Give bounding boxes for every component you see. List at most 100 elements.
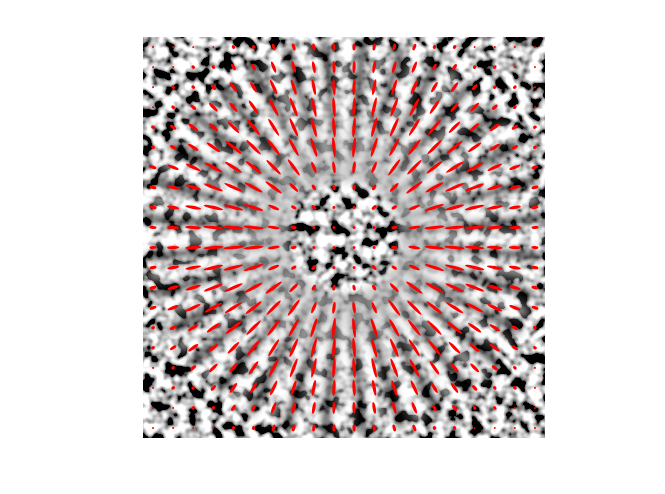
orientation-ellipse [167,164,179,171]
orientation-ellipse [426,160,444,175]
orientation-ellipse [288,117,299,137]
orientation-ellipse [512,85,517,90]
orientation-ellipse [430,81,439,93]
orientation-ellipse [389,282,400,293]
orientation-ellipse [267,204,279,212]
orientation-ellipse [245,319,261,335]
orientation-ellipse [449,102,459,113]
orientation-ellipse [351,137,356,157]
texture-streak [150,243,284,256]
orientation-ellipse [169,124,177,131]
orientation-ellipse [229,81,239,93]
orientation-ellipse [513,407,516,410]
orientation-ellipse [291,402,297,414]
orientation-ellipse [187,323,199,332]
orientation-ellipse [511,345,519,352]
orientation-ellipse [352,284,356,291]
orientation-ellipse [151,325,156,330]
orientation-ellipse [191,65,196,70]
orientation-ellipse [312,43,316,50]
background-texture [143,37,545,438]
orientation-ellipse [151,145,156,150]
orientation-ellipse [211,65,216,70]
orientation-ellipse [371,204,378,211]
orientation-ellipse [372,424,376,431]
orientation-ellipse [531,285,539,290]
orientation-ellipse [513,66,516,69]
orientation-ellipse [149,226,156,230]
orientation-ellipse [452,425,457,430]
orientation-ellipse [469,343,480,353]
orientation-ellipse [167,205,179,210]
orientation-ellipse [225,320,243,335]
orientation-ellipse [266,319,281,337]
orientation-ellipse [312,246,316,250]
orientation-ellipse [230,404,237,412]
orientation-ellipse [511,325,519,331]
orientation-ellipse [291,43,296,51]
orientation-ellipse [210,384,217,391]
orientation-ellipse [267,118,280,137]
orientation-ellipse [185,204,201,210]
figure [0,0,665,494]
orientation-ellipse [223,245,243,250]
orientation-ellipse [250,404,256,412]
orientation-ellipse [352,117,357,137]
orientation-ellipse [169,144,177,150]
orientation-ellipse [448,341,462,355]
orientation-ellipse [265,299,281,315]
orientation-ellipse [410,380,420,396]
orientation-ellipse [245,160,263,175]
orientation-ellipse [151,125,156,130]
orientation-ellipse [465,182,485,192]
orientation-ellipse [352,206,356,210]
orientation-ellipse [185,303,201,313]
orientation-ellipse [243,225,263,230]
orientation-ellipse [352,245,356,249]
orientation-ellipse [489,143,501,152]
orientation-ellipse [451,63,458,71]
orientation-ellipse [185,245,201,249]
orientation-ellipse [487,303,503,313]
orientation-ellipse [211,405,216,410]
orientation-ellipse [493,427,496,430]
orientation-ellipse [426,300,444,315]
orientation-ellipse [185,162,201,172]
orientation-ellipse [331,137,336,157]
orientation-ellipse [390,380,398,396]
orientation-ellipse [531,305,539,310]
orientation-ellipse [243,263,263,272]
orientation-ellipse [185,183,201,191]
orientation-ellipse [290,265,297,271]
orientation-ellipse [427,339,442,357]
orientation-ellipse [149,246,156,250]
orientation-ellipse [270,402,277,414]
orientation-ellipse [311,284,317,291]
orientation-ellipse [491,104,498,111]
orientation-ellipse [372,246,376,250]
orientation-ellipse [424,263,444,272]
orientation-ellipse [408,358,420,377]
orientation-ellipse [268,358,280,377]
orientation-ellipse [391,225,398,229]
orientation-ellipse [152,106,155,109]
orientation-ellipse [487,284,503,292]
noise-texture [143,37,545,438]
orientation-ellipse [370,318,379,338]
orientation-ellipse [370,137,379,157]
orientation-ellipse [244,281,263,294]
texture-streak [404,233,539,242]
orientation-ellipse [391,205,398,211]
orientation-ellipse [392,424,397,432]
orientation-ellipse [532,325,537,330]
orientation-ellipse [471,83,478,90]
orientation-ellipse [534,407,537,410]
orientation-ellipse [332,43,336,50]
orientation-ellipse [331,318,336,338]
orientation-ellipse [265,159,281,175]
orientation-ellipse [450,382,460,394]
orientation-ellipse [212,46,215,49]
orientation-ellipse [388,138,401,157]
texture-streak [404,218,538,231]
orientation-ellipse [291,61,297,73]
